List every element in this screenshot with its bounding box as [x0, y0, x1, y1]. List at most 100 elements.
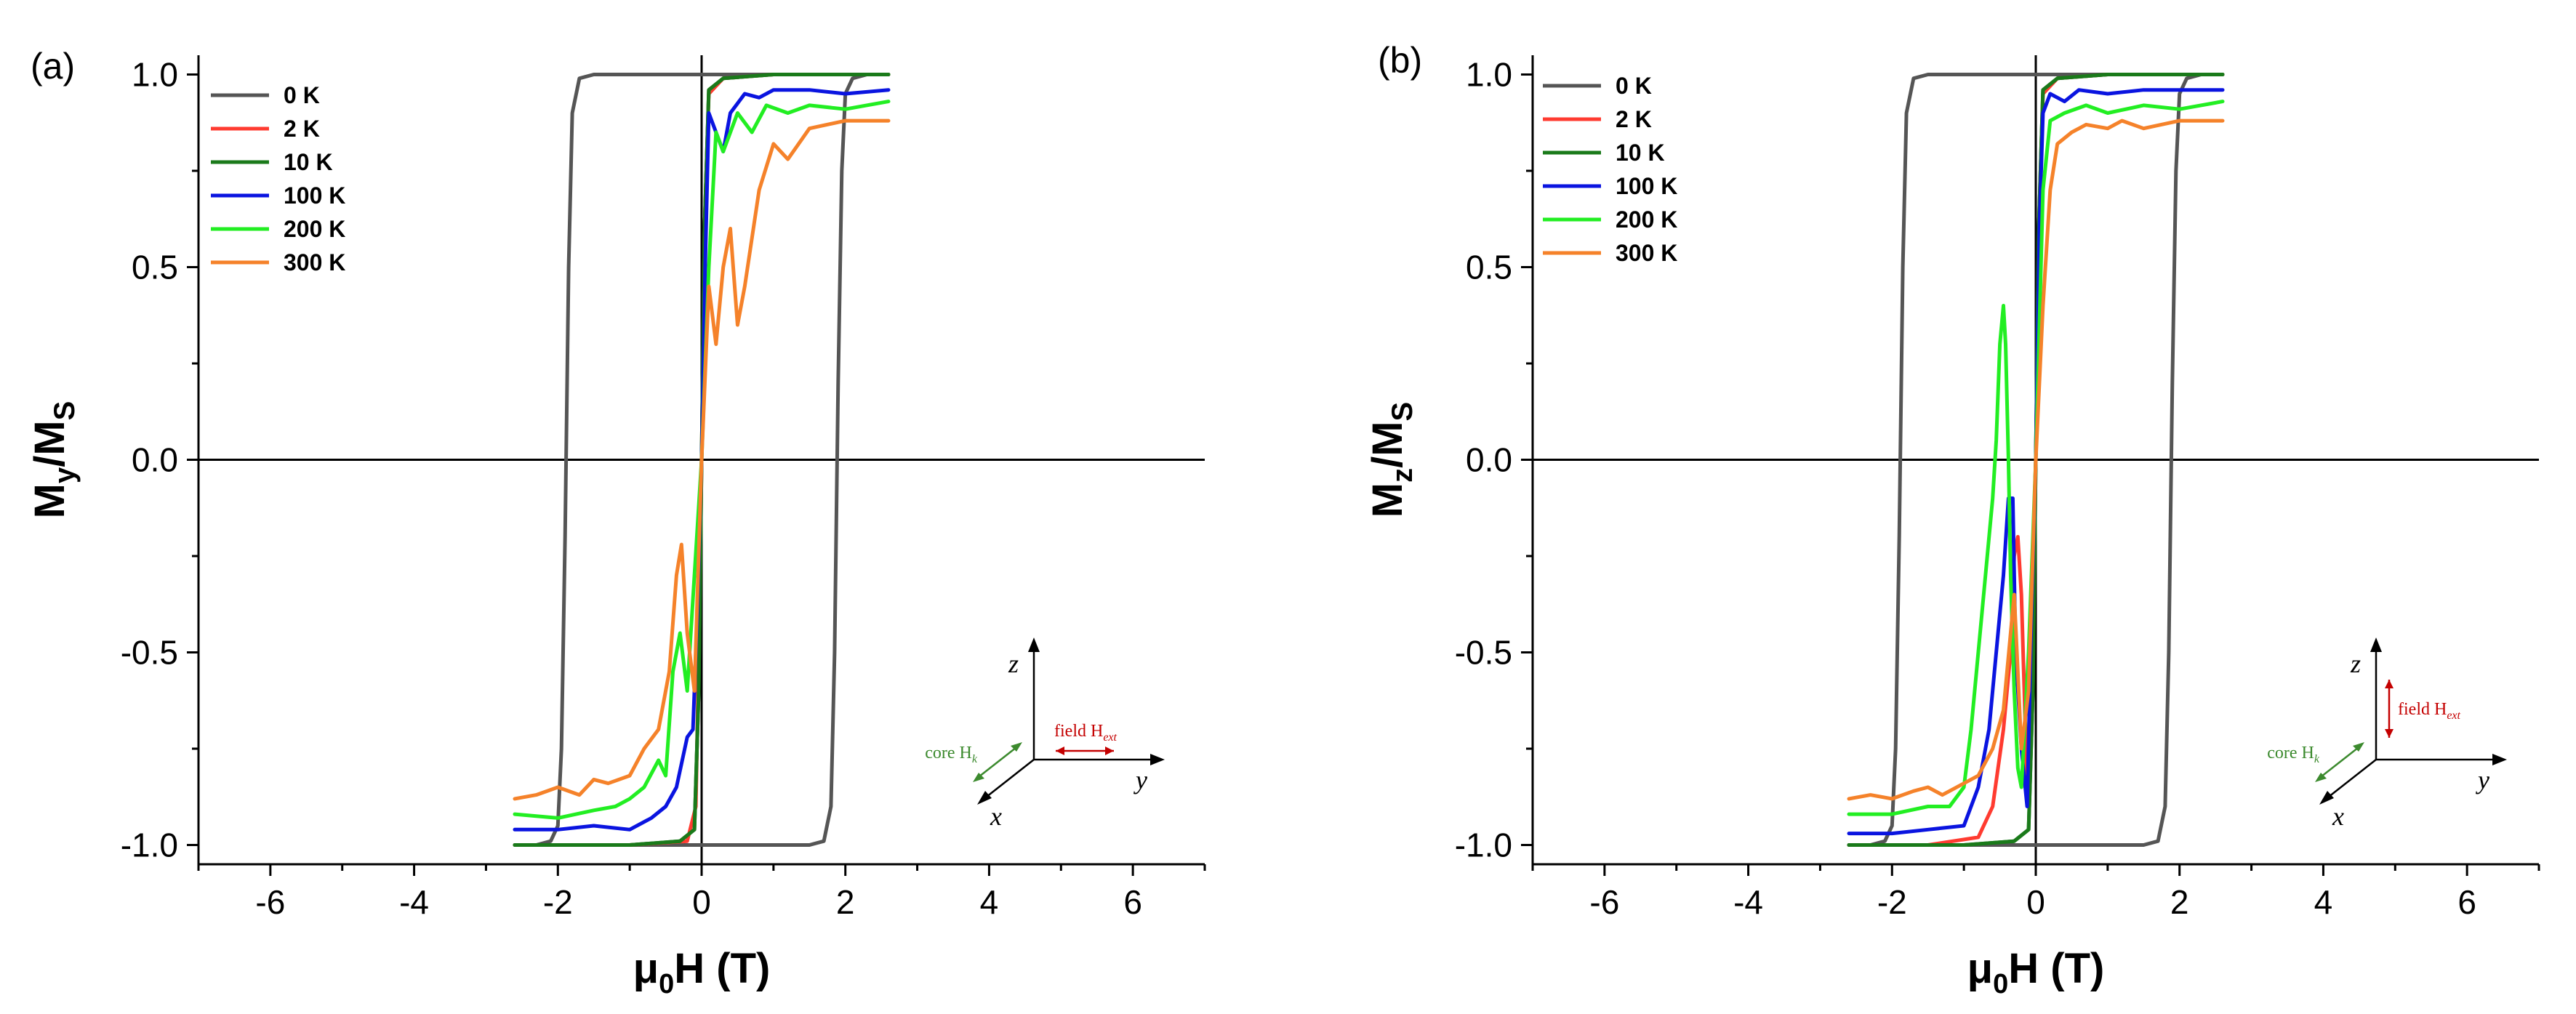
- x-tick-label: -4: [1733, 883, 1763, 921]
- y-axis-title-sub2: S: [49, 401, 81, 421]
- field-label: field Hext: [2398, 700, 2461, 722]
- legend-label: 2 K: [284, 116, 320, 142]
- y-tick-label: -1.0: [1455, 826, 1512, 864]
- x-axis-title-sub: 0: [1993, 969, 2008, 999]
- x-axis-title: μ0H (T): [1967, 945, 2105, 999]
- field-arrowhead-down: [2385, 729, 2394, 738]
- y-axis-title-sep: /M: [26, 420, 73, 467]
- y-tick-label: -0.5: [1455, 634, 1512, 672]
- field-arrowhead-up: [2385, 680, 2394, 688]
- y-axis-title-sub1: y: [49, 467, 81, 483]
- core-arrowhead-down: [973, 773, 984, 782]
- series-line-0k: [513, 73, 891, 847]
- x-tick-label: -2: [543, 883, 573, 921]
- y-axis-title-sep: /M: [1364, 421, 1411, 467]
- field-label-text: field H: [2398, 700, 2447, 719]
- core-anisotropy-arrow: [975, 744, 1020, 780]
- legend-label: 300 K: [284, 249, 345, 275]
- core-anisotropy-arrow: [2317, 744, 2362, 780]
- x-axis-title-mu: μ: [633, 945, 659, 992]
- inset-z-label: z: [2350, 649, 2361, 678]
- x-tick-label: -6: [255, 883, 285, 921]
- y-tick-label: 0.0: [1466, 441, 1512, 479]
- y-tick-label: 1.0: [1466, 56, 1512, 94]
- y-axis-title-main: M: [1364, 483, 1411, 518]
- z-arrowhead: [2370, 637, 2382, 652]
- x-tick-label: 0: [692, 883, 711, 921]
- series-line-0k: [1847, 73, 2225, 847]
- core-label-text: core H: [925, 744, 972, 762]
- x-axis-title-mu: μ: [1967, 945, 1994, 992]
- field-arrowhead-right: [1105, 747, 1114, 755]
- z-arrowhead: [1028, 637, 1040, 652]
- series-line-100k: [1847, 88, 2225, 836]
- y-tick-label: -1.0: [121, 826, 178, 864]
- x-axis-title-sub: 0: [659, 969, 674, 999]
- y-axis-title-sub2: S: [1387, 402, 1419, 422]
- field-label-sub: ext: [1103, 731, 1117, 744]
- x-tick-label: 2: [2170, 883, 2189, 921]
- series-line-0k: [513, 73, 891, 847]
- x-axis-arrow: [2324, 759, 2377, 800]
- y-axis-title-sub1: z: [1387, 468, 1419, 483]
- y-tick-label: 1.0: [132, 56, 178, 94]
- core-anisotropy-label: core Hk: [2267, 744, 2320, 765]
- panel-label: (b): [1378, 40, 1422, 81]
- field-label-sub: ext: [2447, 709, 2460, 722]
- y-tick-label: -0.5: [121, 634, 178, 672]
- x-axis-arrow: [982, 759, 1035, 800]
- inset-x-label: x: [2332, 802, 2344, 831]
- legend-label: 10 K: [1616, 140, 1665, 166]
- x-tick-label: -2: [1877, 883, 1907, 921]
- legend-label: 2 K: [1616, 106, 1652, 132]
- series-line-2k: [1847, 73, 2225, 847]
- legend-label: 10 K: [284, 149, 333, 175]
- y-arrowhead: [1150, 754, 1165, 765]
- x-arrowhead: [977, 791, 992, 805]
- legend-label: 200 K: [1616, 206, 1677, 233]
- core-anisotropy-label: core Hk: [925, 744, 978, 765]
- series-line-300k: [1847, 118, 2225, 801]
- x-axis-title-rest: H (T): [674, 945, 770, 992]
- legend-label: 200 K: [284, 216, 345, 242]
- core-label-sub: k: [2314, 753, 2320, 765]
- x-tick-label: 2: [836, 883, 855, 921]
- inset-y-label: y: [1133, 765, 1147, 794]
- series-line-200k: [1847, 100, 2225, 816]
- legend-label: 0 K: [284, 82, 320, 108]
- core-arrowhead-up: [2353, 742, 2364, 752]
- core-arrowhead-down: [2315, 773, 2327, 782]
- y-tick-label: 0.5: [132, 249, 178, 286]
- x-tick-label: 6: [2457, 883, 2476, 921]
- legend-label: 300 K: [1616, 240, 1677, 266]
- field-label: field Hext: [1054, 722, 1118, 744]
- core-label-text: core H: [2267, 744, 2314, 762]
- legend-label: 100 K: [1616, 173, 1677, 199]
- legend-label: 0 K: [1616, 73, 1652, 99]
- inset-z-label: z: [1008, 649, 1019, 678]
- y-arrowhead: [2492, 754, 2507, 765]
- x-tick-label: 4: [980, 883, 999, 921]
- y-axis-title: My/MS: [26, 401, 81, 519]
- inset-x-label: x: [990, 802, 1002, 831]
- legend: 0 K 2 K 10 K 100 K 200 K 300 K: [211, 82, 345, 275]
- y-axis-title-main: M: [26, 483, 73, 518]
- y-tick-label: 0.5: [1466, 249, 1512, 286]
- field-label-text: field H: [1054, 722, 1103, 741]
- y-axis-title: Mz/MS: [1364, 402, 1419, 518]
- core-label-sub: k: [972, 753, 978, 765]
- x-arrowhead: [2319, 791, 2334, 805]
- legend-label: 100 K: [284, 182, 345, 209]
- y-tick-label: 0.0: [132, 441, 178, 479]
- coordinate-inset: z y x core Hk field Hext: [2267, 637, 2507, 831]
- legend: 0 K 2 K 10 K 100 K 200 K 300 K: [1543, 73, 1677, 266]
- series-line-0k: [1847, 73, 2225, 847]
- coordinate-inset: z y x core Hk field Hext: [925, 637, 1165, 831]
- series-line-200k: [513, 100, 891, 820]
- series-line-300k: [513, 118, 891, 801]
- chart-panel-a: -6 -4 -2 0 2 4 6-1.0-0.50.00.51.0(a)μ0H (T)My/…: [26, 46, 1206, 999]
- x-axis-title-rest: H (T): [2008, 945, 2104, 992]
- chart-panel-b: -6 -4 -2 0 2 4 6-1.0-0.50.00.51.0(b)μ0H (T)Mz/…: [1364, 40, 2540, 999]
- x-tick-label: -6: [1589, 883, 1619, 921]
